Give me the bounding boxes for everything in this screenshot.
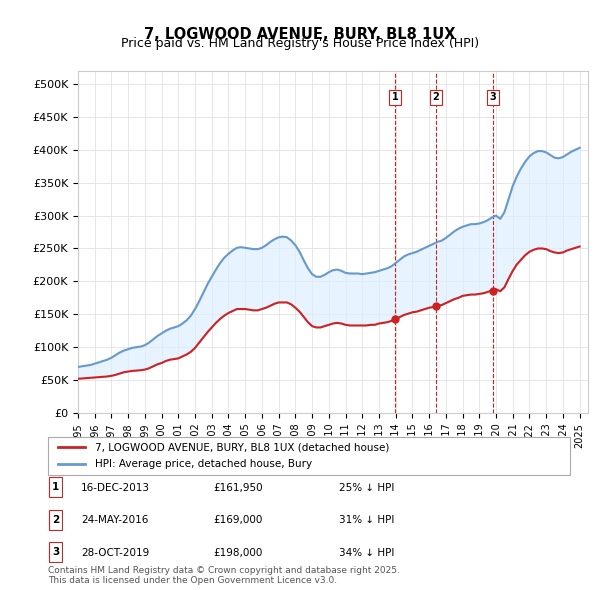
Text: 24-MAY-2016: 24-MAY-2016: [81, 516, 148, 525]
Text: 1: 1: [392, 92, 398, 102]
Text: 28-OCT-2019: 28-OCT-2019: [81, 548, 149, 558]
Text: 16-DEC-2013: 16-DEC-2013: [81, 483, 150, 493]
Text: 3: 3: [490, 92, 497, 102]
Text: 25% ↓ HPI: 25% ↓ HPI: [339, 483, 394, 493]
Text: Contains HM Land Registry data © Crown copyright and database right 2025.
This d: Contains HM Land Registry data © Crown c…: [48, 566, 400, 585]
Text: Price paid vs. HM Land Registry's House Price Index (HPI): Price paid vs. HM Land Registry's House …: [121, 37, 479, 50]
Text: 34% ↓ HPI: 34% ↓ HPI: [339, 548, 394, 558]
Text: 1: 1: [52, 483, 59, 492]
Text: 2: 2: [433, 92, 439, 102]
Text: £169,000: £169,000: [213, 516, 262, 525]
Text: 31% ↓ HPI: 31% ↓ HPI: [339, 516, 394, 525]
FancyBboxPatch shape: [49, 510, 62, 530]
Text: £161,950: £161,950: [213, 483, 263, 493]
Text: 7, LOGWOOD AVENUE, BURY, BL8 1UX: 7, LOGWOOD AVENUE, BURY, BL8 1UX: [144, 27, 456, 41]
Text: 2: 2: [52, 515, 59, 525]
Text: 3: 3: [52, 548, 59, 557]
Text: £198,000: £198,000: [213, 548, 262, 558]
Text: HPI: Average price, detached house, Bury: HPI: Average price, detached house, Bury: [95, 459, 312, 469]
FancyBboxPatch shape: [48, 437, 570, 475]
Text: 7, LOGWOOD AVENUE, BURY, BL8 1UX (detached house): 7, LOGWOOD AVENUE, BURY, BL8 1UX (detach…: [95, 442, 389, 453]
FancyBboxPatch shape: [49, 477, 62, 497]
FancyBboxPatch shape: [49, 542, 62, 562]
